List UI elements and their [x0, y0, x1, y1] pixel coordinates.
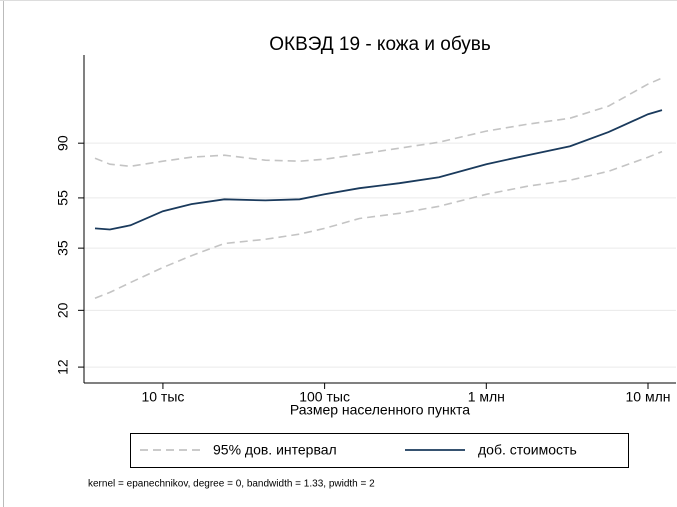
line [94, 109, 663, 231]
x-axis-label: Размер населенного пункта [290, 402, 470, 418]
legend [130, 433, 629, 468]
y-tick-label: 90 [55, 135, 71, 151]
x-tick-label: 10 млн [625, 389, 670, 405]
chart-title: ОКВЭД 19 - кожа и обувь [269, 34, 491, 55]
y-tick-label: 55 [55, 190, 71, 206]
line [94, 150, 663, 299]
x-tick-label: 100 тыс [299, 389, 350, 405]
line [94, 77, 663, 168]
legend-label: 95% дов. интервал [213, 442, 337, 458]
y-tick-label: 20 [55, 302, 71, 318]
note: kernel = epanechnikov, degree = 0, bandw… [88, 479, 375, 490]
y-tick-label: 12 [55, 359, 71, 375]
x-tick-label: 1 млн [468, 389, 505, 405]
x-tick-label: 10 тыс [141, 389, 184, 405]
y-tick-label: 35 [55, 240, 71, 256]
legend-label: доб. стоимость [478, 442, 577, 458]
